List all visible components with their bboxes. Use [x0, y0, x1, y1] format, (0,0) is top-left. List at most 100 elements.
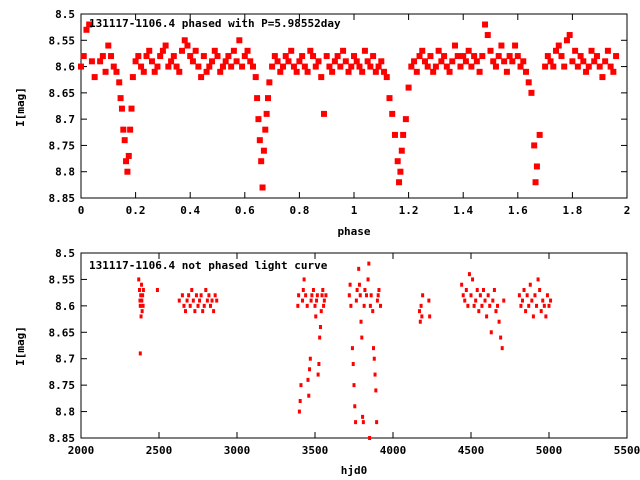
- phased-data-point: [602, 58, 609, 65]
- phased-data-point: [460, 53, 467, 60]
- phased-data-point: [525, 79, 532, 86]
- hjd-data-point: [428, 314, 432, 319]
- phased-data-point: [391, 131, 398, 138]
- phased-x-axis-title: phase: [337, 225, 370, 238]
- hjd-data-point: [418, 319, 422, 324]
- hjd-data-point: [296, 303, 300, 308]
- phased-data-point: [331, 58, 338, 65]
- phased-data-point: [520, 58, 527, 65]
- hjd-data-point: [464, 288, 468, 292]
- phased-data-point: [364, 58, 371, 65]
- phased-data-point: [170, 53, 177, 60]
- phased-data-point: [244, 47, 251, 54]
- phased-data-point: [128, 105, 135, 112]
- phased-data-point: [99, 53, 106, 60]
- phased-data-point: [383, 74, 390, 81]
- phased-data-point: [479, 53, 486, 60]
- hjd-data-point: [324, 293, 328, 298]
- phased-data-point: [542, 63, 549, 70]
- hjd-data-point: [299, 383, 303, 388]
- hjd-y-tick-label: 8.8: [55, 406, 75, 419]
- phased-data-point: [320, 110, 327, 117]
- phased-data-point: [184, 42, 191, 49]
- phased-data-point: [165, 63, 172, 70]
- phased-data-point: [304, 68, 311, 75]
- hjd-data-point: [180, 293, 184, 298]
- hjd-data-point: [355, 288, 359, 292]
- hjd-data-point: [298, 399, 302, 403]
- hjd-y-tick-label: 8.75: [49, 379, 76, 392]
- phased-data-point: [408, 63, 415, 70]
- hjd-data-point: [318, 325, 322, 329]
- phased-data-point: [266, 79, 273, 86]
- phased-data-point: [195, 63, 202, 70]
- phased-data-point: [138, 63, 145, 70]
- phased-data-point: [80, 53, 87, 60]
- phased-data-point: [348, 63, 355, 70]
- hjd-data-point: [141, 303, 145, 308]
- hjd-data-point: [420, 314, 424, 319]
- phased-data-point: [86, 21, 93, 28]
- phased-data-point: [553, 47, 560, 54]
- hjd-data-point: [371, 309, 375, 314]
- phased-data-point: [146, 47, 153, 54]
- phased-data-point: [370, 53, 377, 60]
- hjd-data-point: [213, 293, 217, 298]
- hjd-data-point: [489, 330, 493, 335]
- phased-data-point: [462, 58, 469, 65]
- hjd-data-point: [314, 314, 318, 319]
- hjd-x-tick-label: 3500: [302, 444, 329, 457]
- hjd-data-point: [427, 298, 431, 303]
- phased-y-tick-label: 8.8: [55, 166, 75, 179]
- phased-data-point: [173, 63, 180, 70]
- phased-data-point: [154, 63, 161, 70]
- phased-data-point: [241, 53, 248, 60]
- phased-data-point: [290, 63, 297, 70]
- phased-data-point: [402, 116, 409, 123]
- phased-data-point: [416, 53, 423, 60]
- phased-data-point: [233, 58, 240, 65]
- hjd-data-point: [208, 303, 212, 308]
- phased-data-point: [604, 47, 611, 54]
- hjd-data-point: [361, 420, 365, 425]
- phased-data-point: [110, 63, 117, 70]
- hjd-data-point: [308, 367, 312, 372]
- phased-data-point: [315, 58, 322, 65]
- hjd-data-point: [419, 303, 423, 308]
- phased-data-point: [435, 47, 442, 54]
- phased-data-point: [397, 168, 404, 175]
- hjd-data-point: [500, 346, 504, 351]
- phased-data-point: [219, 63, 226, 70]
- phased-data-point: [441, 53, 448, 60]
- phased-data-point: [484, 32, 491, 39]
- phased-data-point: [413, 68, 420, 75]
- phased-data-point: [509, 58, 516, 65]
- hjd-data-point: [204, 288, 208, 292]
- phased-data-point: [176, 68, 183, 75]
- hjd-data-point: [531, 314, 535, 319]
- phased-data-point: [588, 47, 595, 54]
- phased-data-point: [487, 47, 494, 54]
- phased-data-point: [528, 89, 535, 96]
- phased-data-point: [168, 58, 175, 65]
- hjd-data-point: [348, 282, 352, 287]
- phased-data-point: [591, 58, 598, 65]
- hjd-data-point: [376, 293, 380, 298]
- phased-data-point: [123, 158, 130, 165]
- hjd-data-point: [310, 293, 314, 298]
- hjd-data-point: [368, 436, 372, 440]
- hjd-data-point: [196, 303, 200, 308]
- phased-data-point: [117, 95, 124, 102]
- hjd-y-tick-label: 8.6: [55, 300, 75, 313]
- hjd-data-point: [322, 298, 326, 303]
- hjd-data-point: [368, 303, 372, 308]
- phased-data-point: [102, 68, 109, 75]
- phased-data-point: [83, 26, 90, 33]
- hjd-data-point: [522, 288, 526, 292]
- phased-data-point: [394, 158, 401, 165]
- phased-data-point: [203, 68, 210, 75]
- hjd-data-point: [307, 393, 311, 398]
- phased-data-point: [476, 68, 483, 75]
- hjd-data-point: [358, 293, 362, 298]
- hjd-data-point: [463, 298, 467, 303]
